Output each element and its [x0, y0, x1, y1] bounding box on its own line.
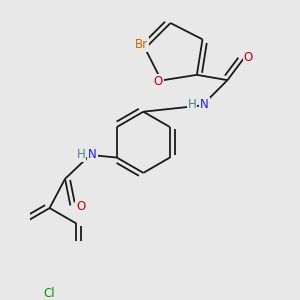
Text: O: O [154, 75, 163, 88]
Text: Cl: Cl [44, 287, 56, 300]
Text: H: H [76, 148, 85, 161]
Text: Br: Br [134, 38, 148, 51]
Text: N: N [200, 98, 209, 111]
Text: H: H [188, 98, 197, 111]
Text: O: O [244, 51, 253, 64]
Text: N: N [88, 148, 97, 161]
Text: O: O [76, 200, 85, 213]
